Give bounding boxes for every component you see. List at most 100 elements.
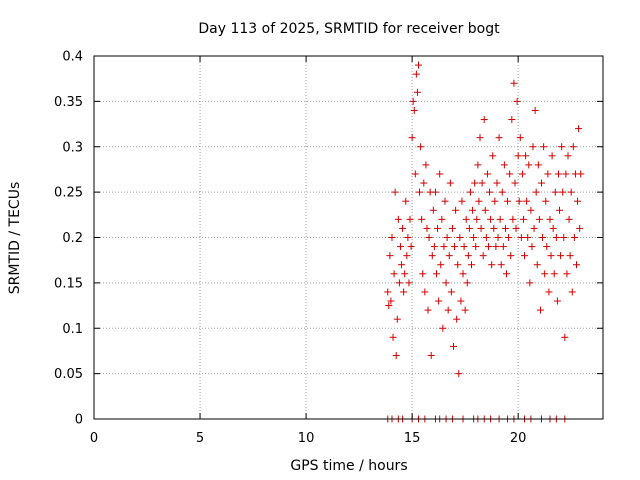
data-point — [540, 143, 548, 151]
data-point — [424, 306, 432, 314]
data-point — [548, 152, 556, 160]
data-point — [512, 224, 520, 232]
data-point — [554, 170, 562, 178]
data-point — [389, 333, 397, 341]
data-point — [463, 279, 471, 287]
data-point — [549, 224, 557, 232]
data-point — [530, 224, 538, 232]
y-tick-label: 0 — [75, 413, 83, 428]
y-tick-label: 0.05 — [54, 367, 83, 382]
data-point — [545, 288, 553, 296]
data-point — [511, 179, 519, 187]
data-point — [428, 252, 436, 260]
data-point — [499, 243, 507, 251]
data-point — [491, 197, 499, 205]
data-point — [479, 252, 487, 260]
data-point — [427, 351, 435, 359]
data-point — [461, 306, 469, 314]
data-point — [515, 197, 523, 205]
data-point — [456, 234, 464, 241]
data-point — [387, 297, 395, 305]
data-point — [474, 161, 482, 169]
data-point — [391, 188, 399, 196]
data-point — [493, 179, 501, 187]
data-point — [570, 234, 578, 241]
data-point — [433, 270, 441, 278]
data-point — [443, 234, 451, 241]
data-point — [459, 270, 467, 278]
data-point — [446, 179, 454, 187]
data-point — [528, 243, 536, 251]
data-point — [454, 261, 462, 269]
data-point — [480, 116, 488, 124]
data-point — [445, 252, 453, 260]
data-point — [557, 252, 565, 260]
data-point — [563, 270, 571, 278]
data-point — [412, 70, 420, 78]
data-point — [444, 306, 452, 314]
data-point — [401, 270, 409, 278]
data-point — [410, 106, 418, 114]
data-point — [536, 306, 544, 314]
x-axis-ticks: 0 5 10 15 20 — [90, 56, 526, 446]
data-point — [506, 170, 514, 178]
data-point — [577, 170, 585, 178]
data-point — [532, 188, 540, 196]
y-tick-label: 0.4 — [62, 50, 83, 65]
data-point — [529, 143, 537, 151]
data-point — [483, 170, 491, 178]
data-point — [517, 234, 525, 241]
data-point — [405, 279, 413, 287]
data-point — [396, 243, 404, 251]
data-point — [414, 61, 422, 69]
data-point — [514, 152, 522, 160]
data-point — [393, 315, 401, 323]
data-point — [481, 206, 489, 214]
data-point — [526, 279, 534, 287]
data-point — [503, 270, 511, 278]
data-point — [544, 170, 552, 178]
data-point — [498, 188, 506, 196]
data-point — [403, 252, 411, 260]
x-tick-label: 15 — [404, 431, 421, 446]
data-point — [500, 161, 508, 169]
grid — [94, 56, 603, 419]
data-point — [425, 234, 433, 241]
data-point — [477, 224, 485, 232]
data-point — [431, 188, 439, 196]
data-point — [492, 243, 500, 251]
data-point — [416, 188, 424, 196]
data-point — [576, 224, 584, 232]
data-point — [487, 215, 495, 223]
data-point — [562, 170, 570, 178]
data-point — [407, 243, 415, 251]
data-point — [569, 143, 577, 151]
data-point — [556, 206, 564, 214]
data-point — [411, 170, 419, 178]
data-point — [460, 243, 468, 251]
data-point — [442, 279, 450, 287]
data-point — [525, 161, 533, 169]
data-point — [435, 297, 443, 305]
data-point — [455, 370, 463, 378]
data-point — [533, 261, 541, 269]
data-point — [453, 315, 461, 323]
data-point — [406, 215, 414, 223]
data-point — [422, 161, 430, 169]
data-point — [567, 188, 575, 196]
data-point — [437, 261, 445, 269]
data-point — [464, 252, 472, 260]
data-point — [465, 224, 473, 232]
data-point — [402, 197, 410, 205]
data-point — [471, 179, 479, 187]
data-point — [476, 134, 484, 142]
data-point — [575, 125, 583, 133]
data-point — [565, 215, 573, 223]
data-point — [495, 134, 503, 142]
data-point — [561, 333, 569, 341]
data-point — [489, 152, 497, 160]
data-point — [510, 79, 518, 87]
y-tick-label: 0.1 — [62, 322, 83, 337]
data-point — [559, 188, 567, 196]
